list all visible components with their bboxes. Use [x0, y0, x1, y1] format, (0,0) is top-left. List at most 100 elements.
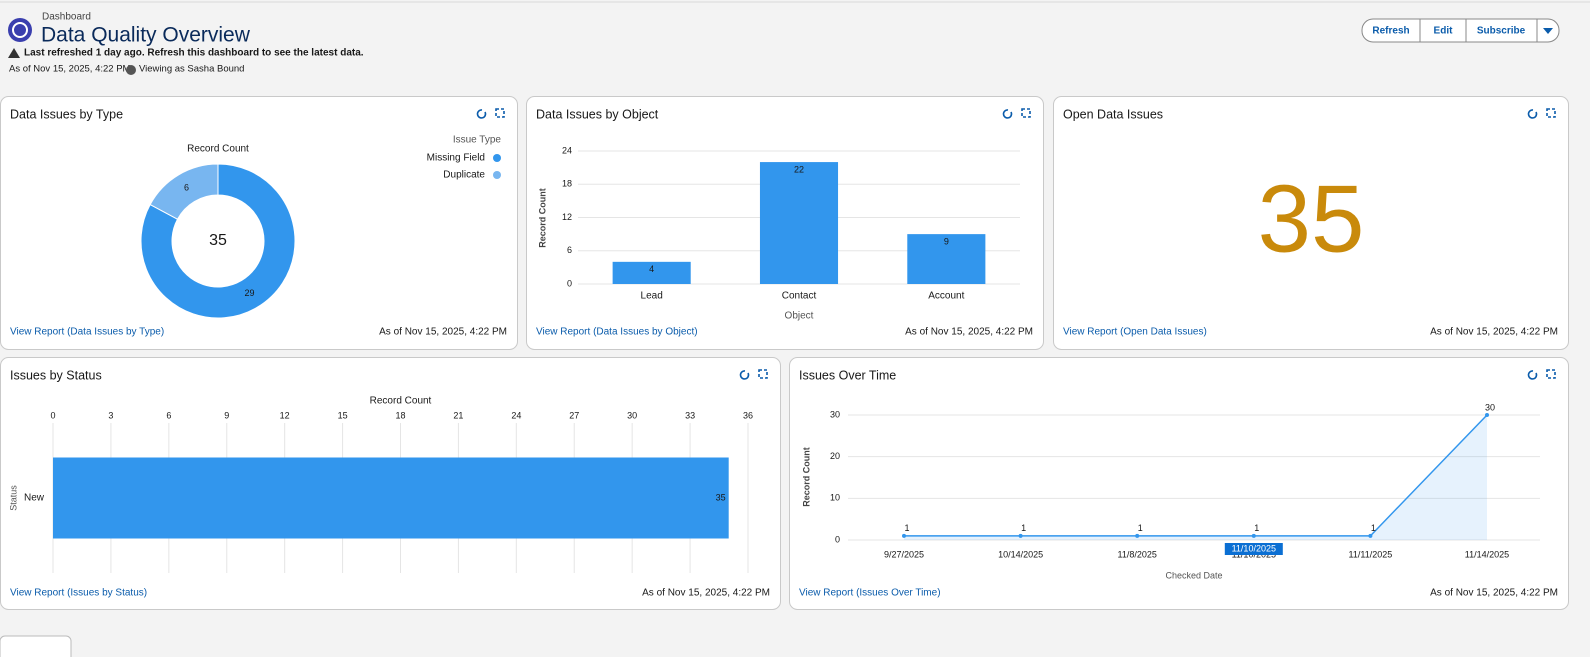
donut-total: 35 — [209, 232, 227, 249]
refresh-icon[interactable] — [739, 370, 750, 380]
y-tick-label: 30 — [830, 409, 840, 419]
data-label: 1 — [1371, 523, 1376, 533]
data-label: 29 — [245, 288, 255, 298]
as-of: As of Nov 15, 2025, 4:22 PM· — [9, 64, 134, 75]
legend-label: Duplicate — [443, 170, 485, 181]
y-tick-label: 0 — [835, 534, 840, 544]
x-axis-label: Checked Date — [1165, 570, 1222, 580]
point — [1368, 533, 1373, 538]
donut-slice — [149, 163, 219, 220]
point — [1135, 533, 1140, 538]
bar — [759, 162, 839, 284]
expand-icon[interactable] — [495, 108, 505, 118]
view-report-link[interactable]: View Report (Issues by Status) — [10, 588, 147, 599]
donut-slice — [140, 163, 296, 319]
line — [904, 414, 1488, 537]
legend-swatch — [493, 171, 501, 179]
x-tick-label: 11/14/2025 — [1465, 549, 1509, 559]
widget — [0, 96, 518, 350]
y-tick-label: 6 — [567, 245, 572, 255]
data-label: 35 — [716, 492, 726, 502]
expand-icon[interactable] — [1021, 108, 1031, 118]
x-tick-label: 6 — [166, 410, 171, 420]
x-tick-label: 30 — [627, 410, 637, 420]
refresh-icon[interactable] — [1002, 109, 1013, 119]
view-report-link[interactable]: View Report (Open Data Issues) — [1063, 327, 1207, 338]
x-axis-label: Object — [785, 311, 814, 322]
data-label: 1 — [1021, 523, 1026, 533]
data-label: 1 — [1138, 523, 1143, 533]
x-tick-label: Account — [928, 291, 964, 302]
tooltip-label: 11/10/2025 — [1232, 543, 1276, 553]
bottom-tab — [0, 635, 72, 657]
warning-text: Last refreshed 1 day ago. Refresh this d… — [24, 48, 364, 59]
subscribe-button[interactable]: Subscribe — [1477, 26, 1526, 37]
expand-icon[interactable] — [758, 369, 768, 379]
bar — [53, 457, 729, 539]
y-tick-label: 20 — [830, 451, 840, 461]
refresh-icon[interactable] — [476, 109, 487, 119]
point — [1018, 533, 1023, 538]
x-tick-label: Lead — [641, 291, 663, 302]
y-tick-label: 10 — [830, 493, 840, 503]
chart-subtitle: Record Count — [187, 144, 249, 155]
timestamp: As of Nov 15, 2025, 4:22 PM — [379, 327, 507, 338]
y-axis-label: Record Count — [537, 188, 547, 248]
x-tick-label: 21 — [453, 410, 463, 420]
viewing-as: Viewing as Sasha Bound — [139, 64, 244, 75]
widget-title: Issues by Status — [10, 368, 102, 382]
point — [902, 533, 906, 538]
warning-icon — [8, 48, 20, 58]
data-label: 6 — [184, 183, 189, 193]
page-title: Data Quality Overview — [41, 24, 251, 47]
x-tick-label: 11/11/2025 — [1349, 549, 1393, 559]
point — [1485, 413, 1489, 417]
x-tick-label: 36 — [743, 410, 753, 420]
refresh-icon[interactable] — [1527, 109, 1538, 119]
y-tick-label: 24 — [562, 145, 572, 155]
info-icon — [126, 65, 136, 75]
timestamp: As of Nov 15, 2025, 4:22 PM — [905, 327, 1033, 338]
timestamp: As of Nov 15, 2025, 4:22 PM — [642, 588, 770, 599]
x-tick-label: Contact — [782, 291, 817, 302]
y-tick-label: 12 — [562, 212, 572, 222]
refresh-icon[interactable] — [1527, 370, 1538, 380]
expand-icon[interactable] — [1546, 369, 1556, 379]
data-label: 9 — [944, 237, 949, 247]
data-label: 30 — [1485, 402, 1495, 412]
x-tick-label: 9/27/2025 — [884, 549, 924, 559]
x-tick-label: 0 — [50, 410, 55, 420]
y-axis-label: Record Count — [801, 447, 811, 507]
view-report-link[interactable]: View Report (Data Issues by Object) — [536, 327, 698, 338]
view-report-link[interactable]: View Report (Data Issues by Type) — [10, 327, 164, 338]
x-tick-label: 10/14/2025 — [998, 549, 1043, 559]
bar — [612, 261, 691, 284]
edit-button[interactable]: Edit — [1434, 26, 1454, 37]
point — [1251, 533, 1256, 538]
data-label: 22 — [794, 164, 804, 174]
x-tick-label: 27 — [569, 410, 579, 420]
widget — [789, 357, 1569, 610]
view-report-link[interactable]: View Report (Issues Over Time) — [799, 588, 941, 599]
refresh-button[interactable]: Refresh — [1372, 26, 1409, 37]
app-icon-ring — [12, 22, 28, 38]
y-tick-label: New — [24, 493, 45, 504]
x-tick-label: 3 — [108, 410, 113, 420]
data-label: 4 — [649, 264, 654, 274]
x-tick-label: 15 — [338, 410, 348, 420]
legend-label: Missing Field — [427, 153, 485, 164]
x-axis-label: Record Count — [370, 396, 432, 407]
expand-icon[interactable] — [1546, 108, 1556, 118]
x-tick-label: 9 — [224, 410, 229, 420]
dropdown-button[interactable] — [1543, 28, 1553, 34]
widget — [1053, 96, 1569, 350]
button-group — [1361, 18, 1560, 43]
app-icon — [8, 18, 32, 42]
y-tick-label: 0 — [567, 278, 572, 288]
area — [904, 415, 1487, 540]
widget-title: Data Issues by Type — [10, 107, 123, 121]
timestamp: As of Nov 15, 2025, 4:22 PM — [1430, 327, 1558, 338]
legend-title: Issue Type — [453, 135, 502, 146]
